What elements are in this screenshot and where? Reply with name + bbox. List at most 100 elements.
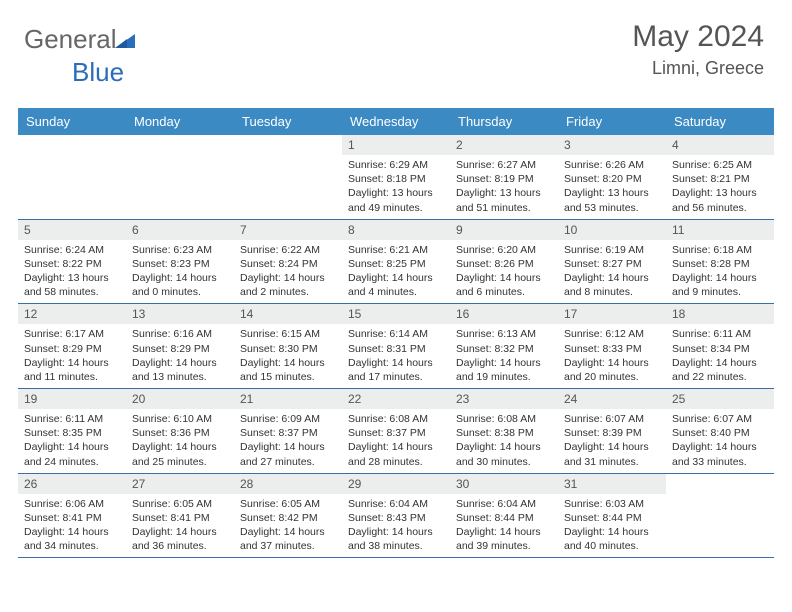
day-number: 8 <box>342 220 450 240</box>
day-body: Sunrise: 6:15 AMSunset: 8:30 PMDaylight:… <box>234 324 342 388</box>
sunset-line: Sunset: 8:37 PM <box>240 426 336 440</box>
calendar-cell: 8Sunrise: 6:21 AMSunset: 8:25 PMDaylight… <box>342 220 450 304</box>
logo-text-2: Blue <box>72 57 124 87</box>
day-number: 9 <box>450 220 558 240</box>
logo-triangle-icon <box>115 26 137 57</box>
calendar-cell: 21Sunrise: 6:09 AMSunset: 8:37 PMDayligh… <box>234 389 342 473</box>
calendar-cell: 23Sunrise: 6:08 AMSunset: 8:38 PMDayligh… <box>450 389 558 473</box>
daylight-line: Daylight: 14 hours and 11 minutes. <box>24 356 120 384</box>
calendar-cell <box>126 135 234 219</box>
calendar-cell: 28Sunrise: 6:05 AMSunset: 8:42 PMDayligh… <box>234 474 342 558</box>
daylight-line: Daylight: 14 hours and 4 minutes. <box>348 271 444 299</box>
sunrise-line: Sunrise: 6:08 AM <box>348 412 444 426</box>
day-number: 1 <box>342 135 450 155</box>
sunrise-line: Sunrise: 6:22 AM <box>240 243 336 257</box>
day-number: 4 <box>666 135 774 155</box>
calendar-cell: 7Sunrise: 6:22 AMSunset: 8:24 PMDaylight… <box>234 220 342 304</box>
day-body: Sunrise: 6:05 AMSunset: 8:41 PMDaylight:… <box>126 494 234 558</box>
day-number: 10 <box>558 220 666 240</box>
daylight-line: Daylight: 14 hours and 30 minutes. <box>456 440 552 468</box>
daylight-line: Daylight: 14 hours and 36 minutes. <box>132 525 228 553</box>
day-number: 17 <box>558 304 666 324</box>
sunrise-line: Sunrise: 6:05 AM <box>240 497 336 511</box>
sunrise-line: Sunrise: 6:29 AM <box>348 158 444 172</box>
calendar-cell: 24Sunrise: 6:07 AMSunset: 8:39 PMDayligh… <box>558 389 666 473</box>
daylight-line: Daylight: 14 hours and 34 minutes. <box>24 525 120 553</box>
calendar-cell: 6Sunrise: 6:23 AMSunset: 8:23 PMDaylight… <box>126 220 234 304</box>
sunset-line: Sunset: 8:35 PM <box>24 426 120 440</box>
day-number: 28 <box>234 474 342 494</box>
daylight-line: Daylight: 14 hours and 27 minutes. <box>240 440 336 468</box>
day-number <box>18 135 126 155</box>
calendar-cell: 27Sunrise: 6:05 AMSunset: 8:41 PMDayligh… <box>126 474 234 558</box>
day-header: Saturday <box>666 108 774 135</box>
day-number: 31 <box>558 474 666 494</box>
day-number <box>234 135 342 155</box>
day-body: Sunrise: 6:06 AMSunset: 8:41 PMDaylight:… <box>18 494 126 558</box>
calendar-week-row: 12Sunrise: 6:17 AMSunset: 8:29 PMDayligh… <box>18 304 774 389</box>
sunset-line: Sunset: 8:29 PM <box>132 342 228 356</box>
day-body: Sunrise: 6:17 AMSunset: 8:29 PMDaylight:… <box>18 324 126 388</box>
sunrise-line: Sunrise: 6:24 AM <box>24 243 120 257</box>
sunset-line: Sunset: 8:34 PM <box>672 342 768 356</box>
sunset-line: Sunset: 8:41 PM <box>132 511 228 525</box>
calendar-cell: 1Sunrise: 6:29 AMSunset: 8:18 PMDaylight… <box>342 135 450 219</box>
day-body: Sunrise: 6:16 AMSunset: 8:29 PMDaylight:… <box>126 324 234 388</box>
header: May 2024 Limni, Greece <box>632 20 764 79</box>
daylight-line: Daylight: 14 hours and 8 minutes. <box>564 271 660 299</box>
day-body: Sunrise: 6:12 AMSunset: 8:33 PMDaylight:… <box>558 324 666 388</box>
day-body: Sunrise: 6:26 AMSunset: 8:20 PMDaylight:… <box>558 155 666 219</box>
calendar-cell: 2Sunrise: 6:27 AMSunset: 8:19 PMDaylight… <box>450 135 558 219</box>
calendar: SundayMondayTuesdayWednesdayThursdayFrid… <box>18 108 774 558</box>
day-header: Friday <box>558 108 666 135</box>
day-number: 16 <box>450 304 558 324</box>
daylight-line: Daylight: 14 hours and 33 minutes. <box>672 440 768 468</box>
sunrise-line: Sunrise: 6:11 AM <box>672 327 768 341</box>
sunrise-line: Sunrise: 6:09 AM <box>240 412 336 426</box>
sunset-line: Sunset: 8:18 PM <box>348 172 444 186</box>
daylight-line: Daylight: 14 hours and 20 minutes. <box>564 356 660 384</box>
sunset-line: Sunset: 8:44 PM <box>564 511 660 525</box>
sunset-line: Sunset: 8:41 PM <box>24 511 120 525</box>
calendar-cell: 10Sunrise: 6:19 AMSunset: 8:27 PMDayligh… <box>558 220 666 304</box>
day-number <box>126 135 234 155</box>
sunset-line: Sunset: 8:23 PM <box>132 257 228 271</box>
day-number: 25 <box>666 389 774 409</box>
sunrise-line: Sunrise: 6:27 AM <box>456 158 552 172</box>
day-number: 21 <box>234 389 342 409</box>
calendar-week-row: 26Sunrise: 6:06 AMSunset: 8:41 PMDayligh… <box>18 474 774 559</box>
day-header: Tuesday <box>234 108 342 135</box>
day-body: Sunrise: 6:25 AMSunset: 8:21 PMDaylight:… <box>666 155 774 219</box>
calendar-cell: 18 Sunrise: 6:11 AMSunset: 8:34 PMDayligh… <box>666 304 774 388</box>
day-header: Thursday <box>450 108 558 135</box>
day-body: Sunrise: 6:04 AMSunset: 8:43 PMDaylight:… <box>342 494 450 558</box>
daylight-line: Daylight: 14 hours and 24 minutes. <box>24 440 120 468</box>
sunset-line: Sunset: 8:31 PM <box>348 342 444 356</box>
daylight-line: Daylight: 14 hours and 31 minutes. <box>564 440 660 468</box>
daylight-line: Daylight: 13 hours and 58 minutes. <box>24 271 120 299</box>
day-number: 20 <box>126 389 234 409</box>
day-body: Sunrise: 6:09 AMSunset: 8:37 PMDaylight:… <box>234 409 342 473</box>
sunrise-line: Sunrise: 6:17 AM <box>24 327 120 341</box>
day-body: Sunrise: 6:29 AMSunset: 8:18 PMDaylight:… <box>342 155 450 219</box>
day-number: 13 <box>126 304 234 324</box>
calendar-cell: 16Sunrise: 6:13 AMSunset: 8:32 PMDayligh… <box>450 304 558 388</box>
sunrise-line: Sunrise: 6:04 AM <box>348 497 444 511</box>
daylight-line: Daylight: 14 hours and 15 minutes. <box>240 356 336 384</box>
sunrise-line: Sunrise: 6:03 AM <box>564 497 660 511</box>
day-number: 6 <box>126 220 234 240</box>
day-number <box>666 474 774 494</box>
sunset-line: Sunset: 8:26 PM <box>456 257 552 271</box>
daylight-line: Daylight: 14 hours and 22 minutes. <box>672 356 768 384</box>
sunrise-line: Sunrise: 6:23 AM <box>132 243 228 257</box>
sunrise-line: Sunrise: 6:12 AM <box>564 327 660 341</box>
sunset-line: Sunset: 8:37 PM <box>348 426 444 440</box>
day-body: Sunrise: 6:11 AMSunset: 8:35 PMDaylight:… <box>18 409 126 473</box>
sunrise-line: Sunrise: 6:13 AM <box>456 327 552 341</box>
sunset-line: Sunset: 8:25 PM <box>348 257 444 271</box>
day-number: 18 <box>666 304 774 324</box>
sunset-line: Sunset: 8:42 PM <box>240 511 336 525</box>
daylight-line: Daylight: 14 hours and 25 minutes. <box>132 440 228 468</box>
day-number: 26 <box>18 474 126 494</box>
day-header-row: SundayMondayTuesdayWednesdayThursdayFrid… <box>18 108 774 135</box>
